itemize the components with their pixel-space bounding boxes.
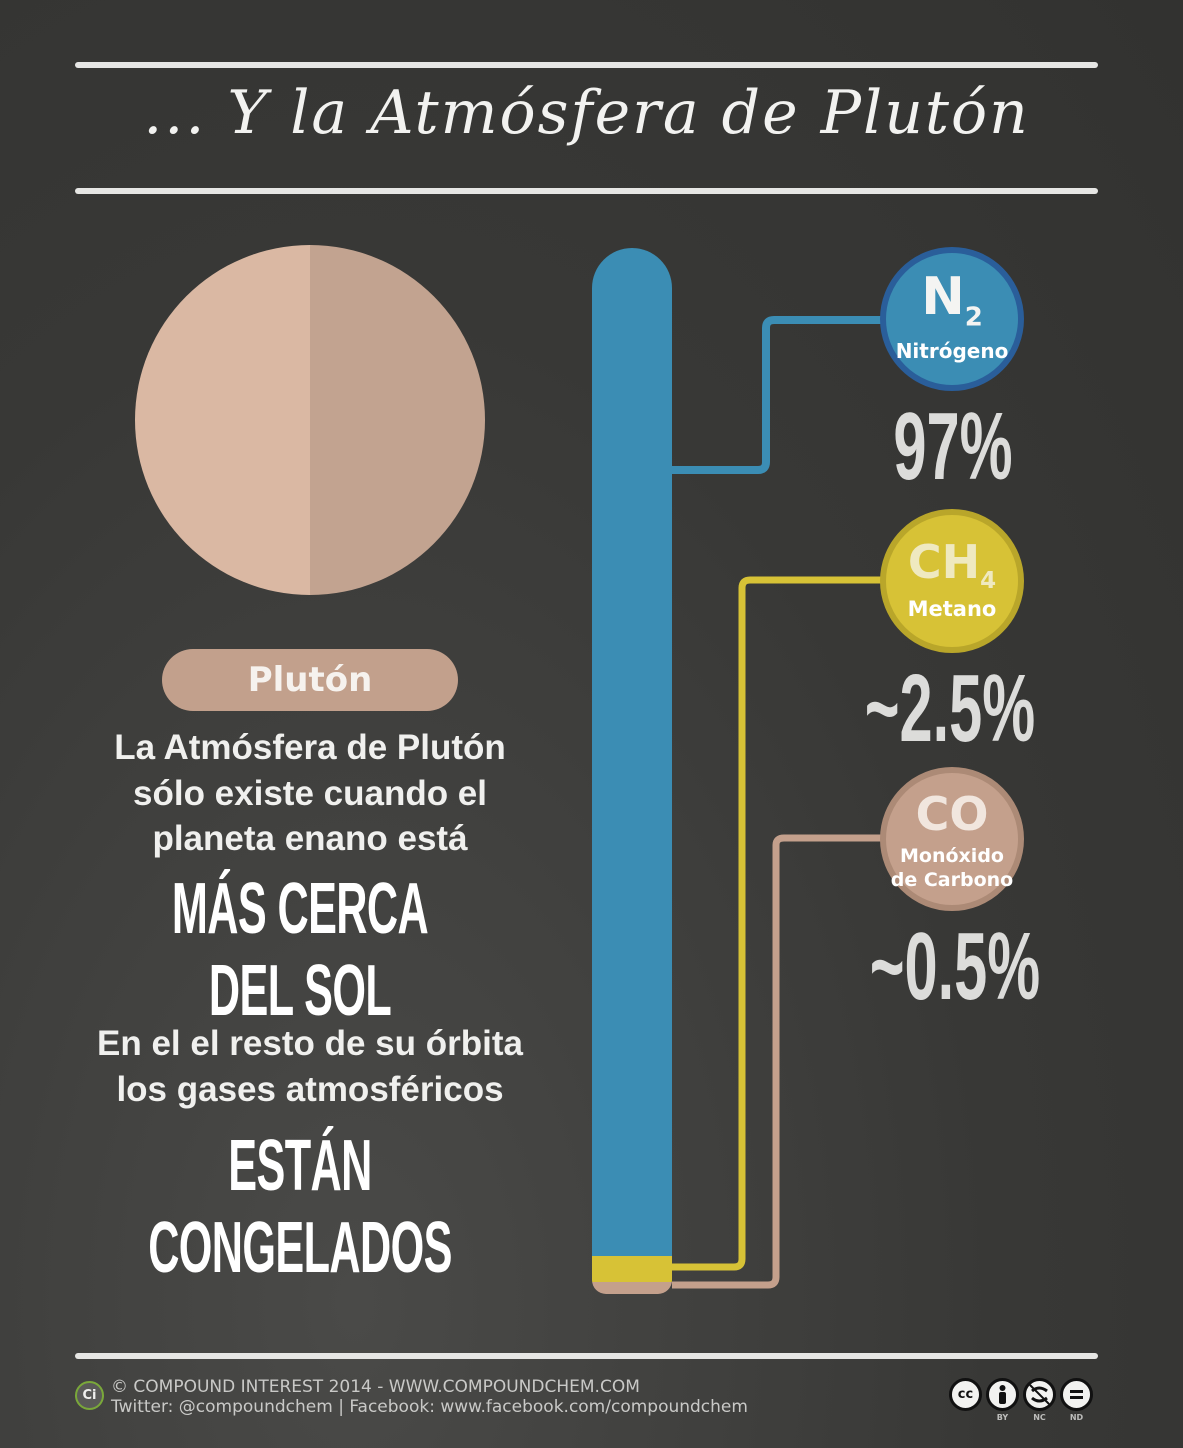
composition-bar <box>592 248 672 1294</box>
description-line-2: sólo existe cuando el <box>133 774 487 813</box>
equals-icon <box>1060 1378 1093 1411</box>
license-label-nc: NC <box>1033 1413 1046 1422</box>
emphasis-closer-to-sun: MÁS CERCA DEL SOL <box>171 869 429 1031</box>
nitrogen-badge: N2 Nitrógeno <box>880 247 1024 391</box>
carbon-monoxide-name-line-1: Monóxido <box>900 845 1004 867</box>
nitrogen-bar-segment <box>592 248 672 1256</box>
footer-copyright: © COMPOUND INTEREST 2014 - WWW.COMPOUNDC… <box>111 1377 640 1397</box>
description-line-3: planeta enano está <box>152 819 468 858</box>
carbon-monoxide-badge: CO Monóxido de Carbono <box>880 767 1024 911</box>
pluto-planet-icon <box>135 245 485 595</box>
footer-social: Twitter: @compoundchem | Facebook: www.f… <box>111 1397 748 1417</box>
carbon-monoxide-bar-segment <box>592 1282 672 1294</box>
nitrogen-percent: 97% <box>893 393 1013 500</box>
description-line-1: La Atmósfera de Plutón <box>114 728 506 767</box>
carbon-monoxide-percent: ~0.5% <box>869 913 1041 1020</box>
nitrogen-name: Nitrógeno <box>895 339 1009 363</box>
emphasis-frozen: ESTÁN CONGELADOS <box>148 1126 452 1288</box>
carbon-monoxide-formula: CO <box>915 787 989 841</box>
title-underline-rule <box>75 188 1098 194</box>
description-line-4: En el el resto de su órbita <box>97 1024 523 1063</box>
page-title: ... Y la Atmósfera de Plutón <box>143 78 1030 148</box>
carbon-monoxide-connector <box>672 834 885 1289</box>
nitrogen-formula: N2 <box>921 267 983 333</box>
nitrogen-connector <box>672 316 885 474</box>
methane-bar-segment <box>592 1256 672 1282</box>
methane-formula: CH4 <box>907 535 997 595</box>
no-dollar-icon <box>1023 1378 1056 1411</box>
methane-name: Metano <box>907 597 997 621</box>
person-icon <box>986 1378 1019 1411</box>
license-label-by: BY <box>996 1413 1009 1422</box>
carbon-monoxide-name-line-2: de Carbono <box>890 869 1014 891</box>
methane-badge: CH4 Metano <box>880 509 1024 653</box>
footer-rule <box>75 1353 1098 1359</box>
compound-interest-logo: Ci <box>75 1381 104 1410</box>
cc-icon: cc <box>949 1378 982 1411</box>
description-line-5: los gases atmosféricos <box>116 1070 504 1109</box>
top-rule <box>75 62 1098 68</box>
license-label-nd: ND <box>1069 1413 1084 1422</box>
methane-percent: ~2.5% <box>864 655 1036 762</box>
methane-connector <box>672 576 885 1271</box>
planet-label: Plutón <box>162 649 458 711</box>
